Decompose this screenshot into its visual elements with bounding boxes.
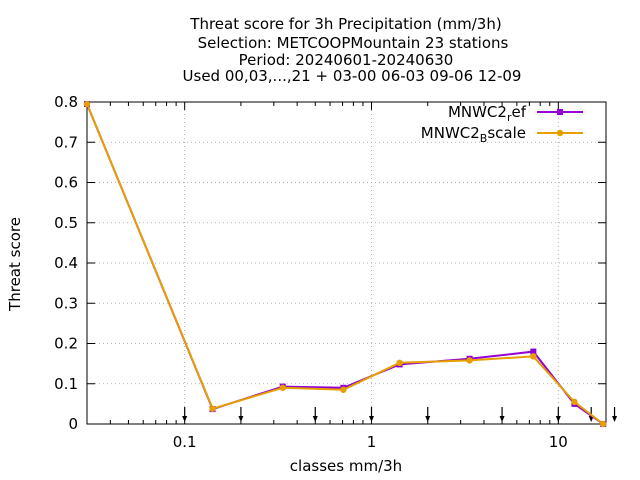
series-lines [83,100,607,428]
series-2-point [83,100,91,108]
series-line-1 [86,103,604,425]
x-tick-label: 0.1 [173,433,197,451]
y-tick-label: 0.3 [54,294,78,312]
y-axis-label: Threat score [6,217,24,312]
series-line-2 [86,103,604,425]
plot-border [86,101,607,425]
title-line-1: Threat score for 3h Precipitation (mm/3h… [189,15,501,33]
title-line-3: Period: 20240601-20240630 [239,51,454,69]
threshold-arrows [182,407,618,422]
y-tick-label: 0.5 [54,214,78,232]
threshold-arrow-head [612,416,618,422]
series-2-point [466,357,473,364]
threshold-arrow-head [368,416,374,422]
series-2-point [340,386,347,393]
legend-label-1: MNWC2ref [448,103,527,124]
y-tick-label: 0.7 [54,133,78,151]
x-tick-label: 10 [549,433,568,451]
series-2-point [279,384,286,391]
axes [86,101,607,425]
series-2-point [396,359,403,367]
series-2-point [600,420,607,428]
threshold-arrow-head [499,416,505,422]
y-tick-label: 0.6 [54,174,78,192]
y-tick-label: 0.8 [54,93,78,111]
legend-label-2: MNWC2Bscale [421,124,526,145]
grid [87,102,606,424]
chart-title: Threat score for 3h Precipitation (mm/3h… [183,15,522,85]
y-tick-label: 0.1 [54,375,78,393]
legend-marker-2 [556,129,564,137]
threshold-arrow-head [312,416,318,422]
series-2-point [209,405,216,412]
x-axis-label: classes mm/3h [290,457,402,475]
legend-marker-1 [557,109,563,115]
threshold-arrow-head [238,416,244,422]
y-tick-label: 0 [68,415,78,433]
threshold-arrow-head [555,416,561,422]
title-line-4: Used 00,03,...,21 + 03-00 06-03 09-06 12… [183,67,522,85]
series-2-point [530,353,537,360]
tick-labels: 0 0.1 0.2 0.3 0.4 0.5 0.6 0.7 0.8 0.1 1 10 [54,93,568,451]
title-line-2: Selection: METCOOPMountain 23 stations [198,34,509,52]
threshold-arrow-head [425,416,431,422]
y-tick-label: 0.2 [54,335,78,353]
series-2-point [571,398,578,406]
series-1-point [530,348,537,355]
x-tick-label: 1 [367,433,377,451]
threshold-arrow-head [182,416,188,422]
y-tick-label: 0.4 [54,254,78,272]
